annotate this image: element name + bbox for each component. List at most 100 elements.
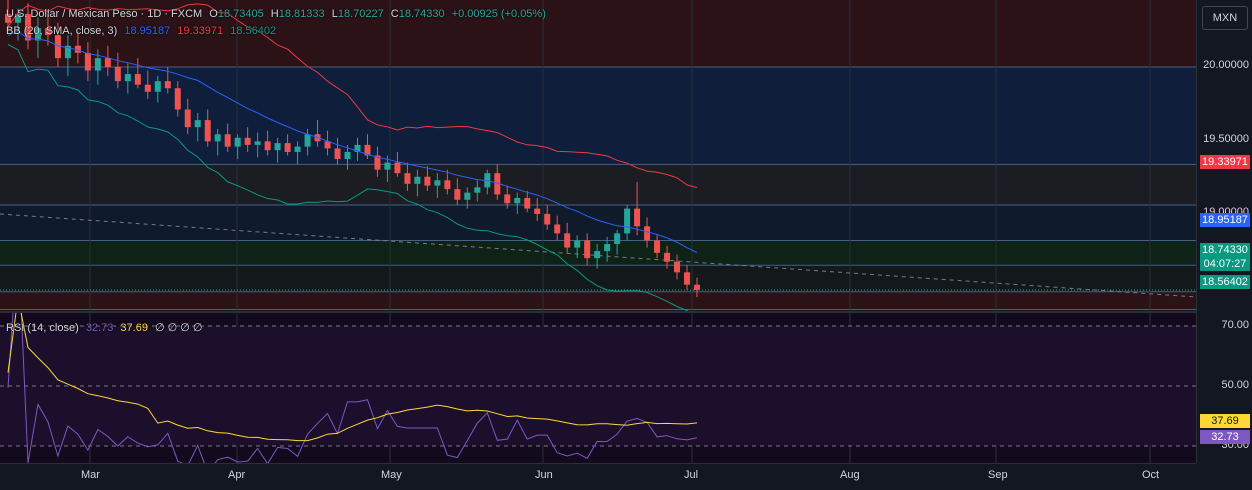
candle-body [94, 58, 101, 71]
candle-body [194, 120, 201, 128]
rsi-line [7, 313, 698, 463]
price-axis[interactable]: 20.00000 19.50000 19.00000 70.00 50.00 3… [1196, 0, 1252, 463]
candle-body [284, 143, 291, 152]
price-zone [0, 265, 1196, 292]
candle-body [514, 197, 521, 204]
candle-body [214, 134, 221, 142]
bb-legend: BB (20, SMA, close, 3) 18.95187 19.33971… [6, 25, 280, 37]
candle-body [384, 162, 391, 170]
candle-body [574, 240, 581, 248]
low-value: 18.70227 [337, 8, 384, 20]
candle-body [414, 176, 421, 184]
candle-body [184, 109, 191, 128]
price-tick-19-5: 19.50000 [1203, 133, 1249, 145]
candle-body [104, 58, 111, 67]
time-label: Oct [1142, 469, 1160, 481]
candle-body [124, 74, 131, 82]
candle-body [564, 233, 571, 248]
rsi-ma-value: 37.69 [120, 322, 148, 334]
candle-body [464, 192, 471, 200]
candle-body [324, 141, 331, 149]
candle-body [264, 141, 271, 151]
candle-body [434, 180, 441, 186]
rsi-ma-tag: 37.69 [1200, 414, 1250, 428]
high-label: H [270, 8, 279, 20]
candle-body [604, 244, 611, 252]
candle-body [654, 240, 661, 253]
candle-body [664, 252, 671, 262]
currency-button[interactable]: MXN [1202, 6, 1248, 30]
candle-body [474, 187, 481, 193]
rsi-tick-50: 50.00 [1221, 379, 1249, 391]
candle-body [134, 74, 141, 85]
price-tick-20: 20.00000 [1203, 59, 1249, 71]
time-label: Sep [988, 469, 1008, 481]
open-label: O [209, 8, 218, 20]
candle-body [34, 28, 41, 41]
price-zone [0, 0, 1196, 68]
candle-body [374, 155, 381, 170]
bb-basis-tag: 18.95187 [1200, 213, 1250, 227]
rsi-legend: RSI (14, close) 32.73 37.69 ∅ ∅ ∅ ∅ [6, 321, 207, 334]
candle-body [644, 226, 651, 241]
candle-body [694, 284, 700, 291]
bb-lower-line [7, 44, 690, 312]
candle-body [584, 240, 591, 259]
time-label: Apr [228, 469, 246, 481]
rsi-tick-70: 70.00 [1221, 319, 1249, 331]
candle-body [174, 88, 181, 110]
candle-body [64, 45, 71, 59]
symbol-title[interactable]: U.S. Dollar / Mexican Peso · 1D · FXCM [6, 8, 203, 20]
candle-body [364, 144, 371, 156]
time-axis[interactable]: Mar Apr May Jun Jul Aug Sep Oct [0, 463, 1196, 490]
candle-body [204, 120, 211, 142]
rsi-tag: 32.73 [1200, 430, 1250, 444]
high-value: 18.81333 [278, 8, 325, 20]
candle-body [404, 173, 411, 184]
rsi-name[interactable]: RSI (14, close) [6, 322, 79, 334]
price-chart[interactable] [0, 0, 1196, 312]
time-label: May [381, 469, 402, 481]
candle-body [154, 81, 161, 92]
time-label: Aug [840, 469, 860, 481]
candle-body [594, 251, 601, 259]
candle-body [234, 137, 241, 147]
bb-basis-value: 18.95187 [124, 25, 171, 37]
candle-body [5, 13, 11, 23]
last-price-tag: 18.74330 [1200, 243, 1250, 257]
candle-body [674, 261, 681, 273]
price-zone [0, 291, 1196, 310]
candle-body [84, 52, 91, 71]
rsi-chart[interactable] [0, 313, 1196, 463]
candle-body [274, 143, 281, 151]
candle-body [334, 148, 341, 160]
candle-body [614, 233, 621, 244]
candle-body [114, 67, 121, 82]
candle-body [224, 134, 231, 147]
candle-body [684, 272, 691, 285]
bb-upper-line [7, 3, 698, 189]
bb-basis-line [7, 30, 698, 253]
price-zone [0, 67, 1196, 165]
time-label: Jun [535, 469, 553, 481]
candle-body [164, 81, 171, 89]
time-label: Jul [684, 469, 699, 481]
bb-name[interactable]: BB (20, SMA, close, 3) [6, 25, 118, 37]
close-value: 18.74330 [398, 8, 445, 20]
candle-body [424, 176, 431, 186]
bb-upper-tag: 19.33971 [1200, 155, 1250, 169]
rsi-panel[interactable]: RSI (14, close) 32.73 37.69 ∅ ∅ ∅ ∅ [0, 313, 1196, 463]
pane-separator[interactable] [0, 311, 1252, 313]
candle-body [624, 208, 631, 234]
candle-body [14, 13, 21, 23]
low-label: L [331, 8, 338, 20]
rsi-extras: ∅ ∅ ∅ ∅ [155, 322, 203, 334]
candle-body [454, 189, 461, 200]
candle-body [534, 208, 541, 214]
rsi-value: 32.73 [85, 322, 114, 334]
candle-body [24, 13, 31, 41]
price-panel[interactable]: U.S. Dollar / Mexican Peso · 1D · FXCM O… [0, 0, 1196, 312]
bar-countdown: 04:07:27 [1200, 257, 1250, 271]
candle-body [634, 208, 641, 227]
